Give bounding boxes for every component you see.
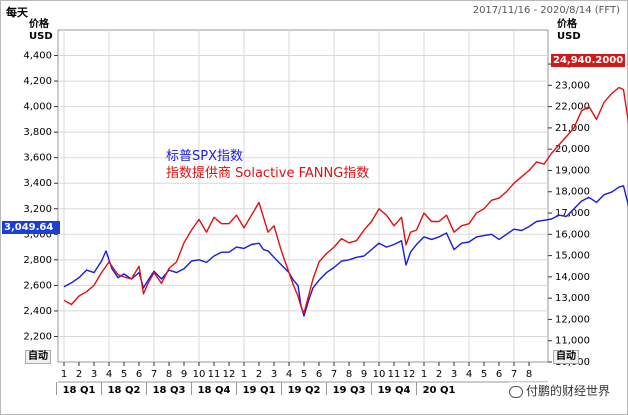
right-axis-tick-label: 17,000	[555, 208, 590, 219]
right-axis-tick-label: 19,000	[555, 165, 590, 176]
x-axis-month-label: 12	[403, 369, 416, 380]
x-axis-month-label: 7	[331, 369, 337, 380]
right-axis-tick-label: 15,000	[555, 251, 590, 262]
fanng-last-value-badge: 24,940.2000	[551, 54, 626, 67]
x-axis-month-label: 3	[271, 369, 277, 380]
right-axis-tick-label: 11,000	[555, 336, 590, 347]
spx-last-value-badge: 3,049.64	[2, 221, 60, 234]
x-axis-month-label: 5	[301, 369, 307, 380]
x-axis-month-label: 2	[256, 369, 262, 380]
x-axis-month-label: 11	[388, 369, 401, 380]
x-axis-month-label: 9	[361, 369, 367, 380]
right-axis-tick-label: 14,000	[555, 272, 590, 283]
right-axis-unit: 价格 USD	[557, 19, 583, 43]
x-axis-month-label: 7	[151, 369, 157, 380]
right-axis-unit-text: 价格 USD	[557, 19, 581, 42]
x-axis-month-label: 10	[193, 369, 206, 380]
x-axis-month-label: 1	[241, 369, 247, 380]
left-axis-tick-label: 3,800	[23, 127, 52, 138]
x-axis-month-label: 6	[316, 369, 322, 380]
right-axis-tick-label: 12,000	[555, 314, 590, 325]
x-axis-month-label: 5	[121, 369, 127, 380]
plot-area	[57, 29, 549, 363]
x-axis-month-label: 1	[61, 369, 67, 380]
legend-fanng: 指数提供商 Solactive FANNG指数	[166, 165, 369, 181]
x-axis-month-label: 10	[373, 369, 386, 380]
watermark-text: 付鹏的财经世界	[525, 384, 610, 398]
x-axis-quarter-label: 19 Q2	[288, 385, 321, 396]
x-axis-quarter-label: 18 Q2	[108, 385, 141, 396]
frequency-label[interactable]: 每天	[6, 6, 28, 19]
left-axis-tick-label: 2,200	[23, 331, 52, 342]
x-axis-quarter-label: 18 Q3	[153, 385, 186, 396]
right-axis-tick-label: 22,000	[555, 102, 590, 113]
x-axis-month-label: 6	[496, 369, 502, 380]
right-axis-tick-label: 23,000	[555, 80, 590, 91]
right-axis-tick-label: 18,000	[555, 187, 590, 198]
x-axis-month-label: 4	[106, 369, 112, 380]
right-axis-tick-label: 20,000	[555, 144, 590, 155]
x-axis-quarter-label: 18 Q1	[63, 385, 96, 396]
left-axis-tick-label: 4,200	[23, 76, 52, 87]
x-axis-month-label: 4	[466, 369, 472, 380]
left-axis-unit: 价格 USD	[29, 19, 55, 43]
x-axis-month-label: 6	[136, 369, 142, 380]
left-axis-unit-text: 价格 USD	[29, 19, 53, 42]
x-axis-month-label: 11	[208, 369, 221, 380]
x-axis-month-label: 3	[91, 369, 97, 380]
x-axis-quarter-label: 19 Q1	[243, 385, 276, 396]
x-axis-month-label: 2	[76, 369, 82, 380]
right-axis-tick-label: 13,000	[555, 293, 590, 304]
spx-series-line	[63, 185, 628, 317]
x-axis-quarter-label: 19 Q4	[378, 385, 411, 396]
x-axis-month-label: 1	[421, 369, 427, 380]
x-axis-month-label: 8	[526, 369, 532, 380]
x-axis-quarter-label: 20 Q1	[423, 385, 456, 396]
x-axis-month-label: 8	[346, 369, 352, 380]
watermark: 付鹏的财经世界	[508, 382, 610, 399]
left-auto-scale-button[interactable]: 自动	[25, 350, 51, 364]
x-axis-month-label: 8	[166, 369, 172, 380]
left-axis-tick-label: 3,000	[23, 229, 52, 240]
x-axis-month-label: 3	[451, 369, 457, 380]
right-auto-scale-button[interactable]: 自动	[553, 350, 579, 364]
wechat-icon	[508, 385, 523, 398]
right-axis-tick-label: 21,000	[555, 123, 590, 134]
date-range-label: 2017/11/16 - 2020/8/14 (FFT)	[472, 5, 620, 16]
left-axis-tick-label: 2,800	[23, 255, 52, 266]
left-axis-tick-label: 4,000	[23, 102, 52, 113]
left-axis-tick-label: 2,400	[23, 306, 52, 317]
left-axis-tick-label: 3,600	[23, 153, 52, 164]
left-axis-tick-label: 4,400	[23, 51, 52, 62]
x-axis-month-label: 5	[481, 369, 487, 380]
right-axis-tick-label: 16,000	[555, 229, 590, 240]
legend-spx: 标普SPX指数	[166, 149, 243, 164]
left-axis-tick-label: 2,600	[23, 280, 52, 291]
x-axis-month-label: 12	[223, 369, 236, 380]
x-axis-month-label: 7	[511, 369, 517, 380]
left-axis-tick-label: 3,400	[23, 178, 52, 189]
x-axis-month-label: 4	[286, 369, 292, 380]
fanng-series-line	[63, 86, 628, 314]
x-axis-quarter-label: 19 Q3	[333, 385, 366, 396]
left-axis-tick-label: 3,200	[23, 204, 52, 215]
x-axis-month-label: 9	[181, 369, 187, 380]
x-axis-quarter-label: 18 Q4	[198, 385, 231, 396]
x-axis-month-label: 2	[436, 369, 442, 380]
